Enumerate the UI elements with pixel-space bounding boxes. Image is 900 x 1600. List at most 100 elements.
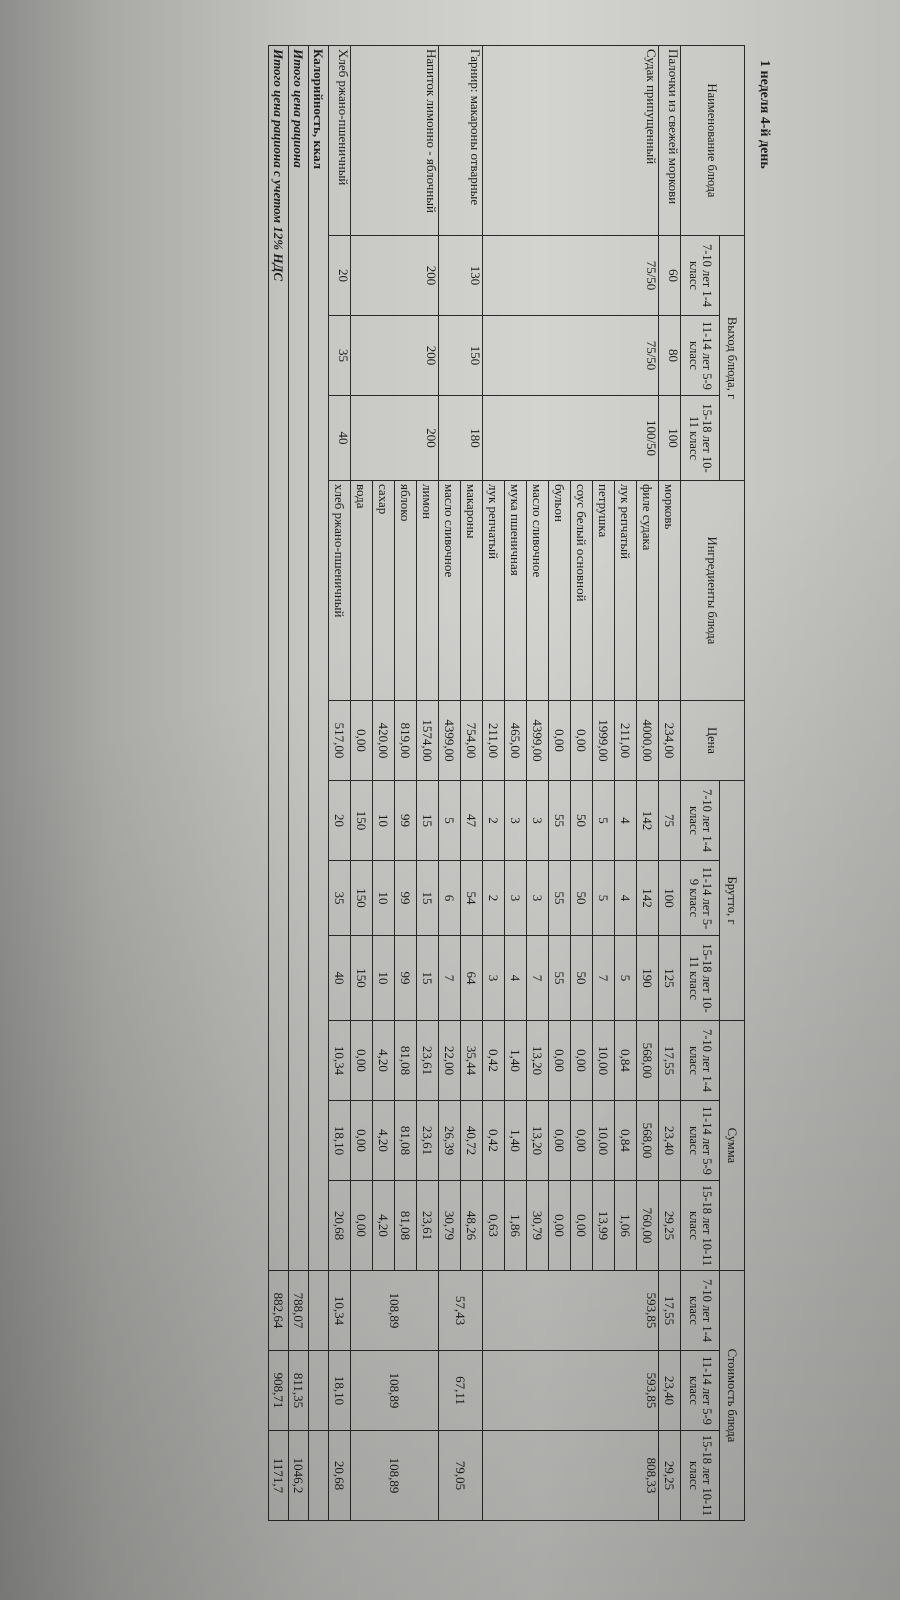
table-header: Наименование блюда Выход блюда, г Ингред…: [680, 45, 745, 1521]
ingredient-gross: 10: [372, 935, 395, 1021]
dish-yield: 80: [658, 315, 681, 396]
header-yield-age-2: 15-18 лет 10-11 класс: [680, 395, 720, 481]
dish-cost: 20,68: [328, 1430, 351, 1521]
dish-yield: 150: [438, 315, 483, 396]
dish-cost: 79,05: [438, 1430, 483, 1521]
dish-yield: 35: [328, 315, 351, 396]
ingredient-sum: 0,00: [350, 1180, 373, 1271]
ingredient-name: лимон: [416, 480, 439, 701]
table-row: Палочки из свежей моркови 60 80 100 морковь 2…: [658, 45, 681, 1521]
dish-yield: 130: [438, 235, 483, 316]
header-gross-age-0: 7-10 лет 1-4 класс: [680, 780, 720, 861]
ingredient-gross: 4: [614, 860, 637, 936]
dish-cost: 10,34: [328, 1270, 351, 1351]
ingredient-price: 1574,00: [416, 700, 439, 781]
ingredient-gross: 150: [350, 860, 373, 936]
ingredient-sum: 23,61: [416, 1180, 439, 1271]
ingredient-gross: 5: [438, 780, 461, 861]
ingredient-sum: 1,86: [504, 1180, 527, 1271]
ingredient-sum: 0,42: [482, 1100, 505, 1181]
ingredient-name: морковь: [658, 480, 681, 701]
ingredient-sum: 0,84: [614, 1100, 637, 1181]
ingredient-gross: 150: [350, 935, 373, 1021]
ingredient-sum: 30,79: [526, 1180, 549, 1271]
ingredient-gross: 3: [504, 860, 527, 936]
totals-label: Калорийность, ккал: [308, 45, 329, 1271]
ingredient-gross: 2: [482, 860, 505, 936]
ingredient-gross: 5: [614, 935, 637, 1021]
ingredient-price: 211,00: [482, 700, 505, 781]
totals-label: Итого цена рациона с учетом 12% НДС: [268, 45, 289, 1271]
ingredient-gross: 3: [526, 780, 549, 861]
ingredient-price: 0,00: [548, 700, 571, 781]
ingredient-gross: 50: [570, 860, 593, 936]
ingredient-gross: 99: [394, 780, 417, 861]
totals-row: Итого цена рациона 788,07 811,35 1046,2: [288, 45, 309, 1521]
page-title: 1 неделя 4-й день: [757, 60, 772, 169]
ingredient-gross: 142: [636, 860, 659, 936]
dish-cost: 593,85: [482, 1270, 659, 1351]
dish-name: Хлеб ржано-пшеничный: [328, 45, 351, 236]
header-ingredients: Ингредиенты блюда: [680, 480, 745, 701]
ingredient-sum: 29,25: [658, 1180, 681, 1271]
menu-table: Наименование блюда Выход блюда, г Ингред…: [268, 45, 745, 1521]
header-yield-age-1: 11-14 лет 5-9 класс: [680, 315, 720, 396]
header-sum-age-1: 11-14 лет 5-9 класс: [680, 1100, 720, 1181]
ingredient-name: лук репчатый: [614, 480, 637, 701]
table-row: Судак припущенный 75/50 75/50 100/50 филе су…: [482, 45, 659, 1521]
ingredient-gross: 55: [548, 860, 571, 936]
ingredient-sum: 30,79: [438, 1180, 461, 1271]
ingredient-sum: 568,00: [636, 1100, 659, 1181]
ingredient-sum: 81,08: [394, 1100, 417, 1181]
ingredient-gross: 100: [658, 860, 681, 936]
totals-row: Калорийность, ккал: [308, 45, 329, 1521]
ingredient-sum: 40,72: [460, 1100, 483, 1181]
ingredient-name: хлеб ржано-пшеничный: [328, 480, 351, 701]
dish-cost: 67,11: [438, 1350, 483, 1431]
ingredient-sum: 568,00: [636, 1020, 659, 1101]
dish-cost: 57,43: [438, 1270, 483, 1351]
header-price: Цена: [680, 700, 745, 781]
dish-cost: 29,25: [658, 1430, 681, 1521]
header-cost-age-1: 11-14 лет 5-9 класс: [680, 1350, 720, 1431]
totals-value: 811,35: [288, 1350, 309, 1431]
ingredient-gross: 190: [636, 935, 659, 1021]
ingredient-sum: 13,20: [526, 1100, 549, 1181]
dish-name: Палочки из свежей моркови: [658, 45, 681, 236]
dish-yield: 180: [438, 395, 483, 481]
ingredient-sum: 13,99: [592, 1180, 615, 1271]
ingredient-sum: 22,00: [438, 1020, 461, 1101]
ingredient-sum: 4,20: [372, 1180, 395, 1271]
ingredient-gross: 10: [372, 860, 395, 936]
ingredient-name: лук репчатый: [482, 480, 505, 701]
ingredient-gross: 5: [592, 860, 615, 936]
ingredient-gross: 142: [636, 780, 659, 861]
ingredient-sum: 1,40: [504, 1100, 527, 1181]
ingredient-sum: 10,00: [592, 1020, 615, 1101]
dish-cost: 23,40: [658, 1350, 681, 1431]
ingredient-name: петрушка: [592, 480, 615, 701]
ingredient-price: 420,00: [372, 700, 395, 781]
ingredient-gross: 20: [328, 780, 351, 861]
table-row: Хлеб ржано-пшеничный 20 35 40 хлеб ржано-пше…: [328, 45, 351, 1521]
dish-cost: 593,85: [482, 1350, 659, 1431]
ingredient-sum: 0,42: [482, 1020, 505, 1101]
header-sum-age-0: 7-10 лет 1-4 класс: [680, 1020, 720, 1101]
ingredient-sum: 81,08: [394, 1180, 417, 1271]
ingredient-sum: 4,20: [372, 1100, 395, 1181]
ingredient-gross: 50: [570, 935, 593, 1021]
ingredient-sum: 0,00: [350, 1100, 373, 1181]
ingredient-sum: 0,00: [548, 1020, 571, 1101]
totals-value: 908,71: [268, 1350, 289, 1431]
ingredient-price: 517,00: [328, 700, 351, 781]
totals-value: 788,07: [288, 1270, 309, 1351]
ingredient-gross: 35: [328, 860, 351, 936]
ingredient-gross: 3: [504, 780, 527, 861]
dish-cost: 17,55: [658, 1270, 681, 1351]
ingredient-name: филе судака: [636, 480, 659, 701]
dish-cost: 808,33: [482, 1430, 659, 1521]
dish-name: Гарнир: макароны отварные: [438, 45, 483, 236]
ingredient-sum: 20,68: [328, 1180, 351, 1271]
ingredient-sum: 0,00: [548, 1100, 571, 1181]
ingredient-gross: 7: [592, 935, 615, 1021]
